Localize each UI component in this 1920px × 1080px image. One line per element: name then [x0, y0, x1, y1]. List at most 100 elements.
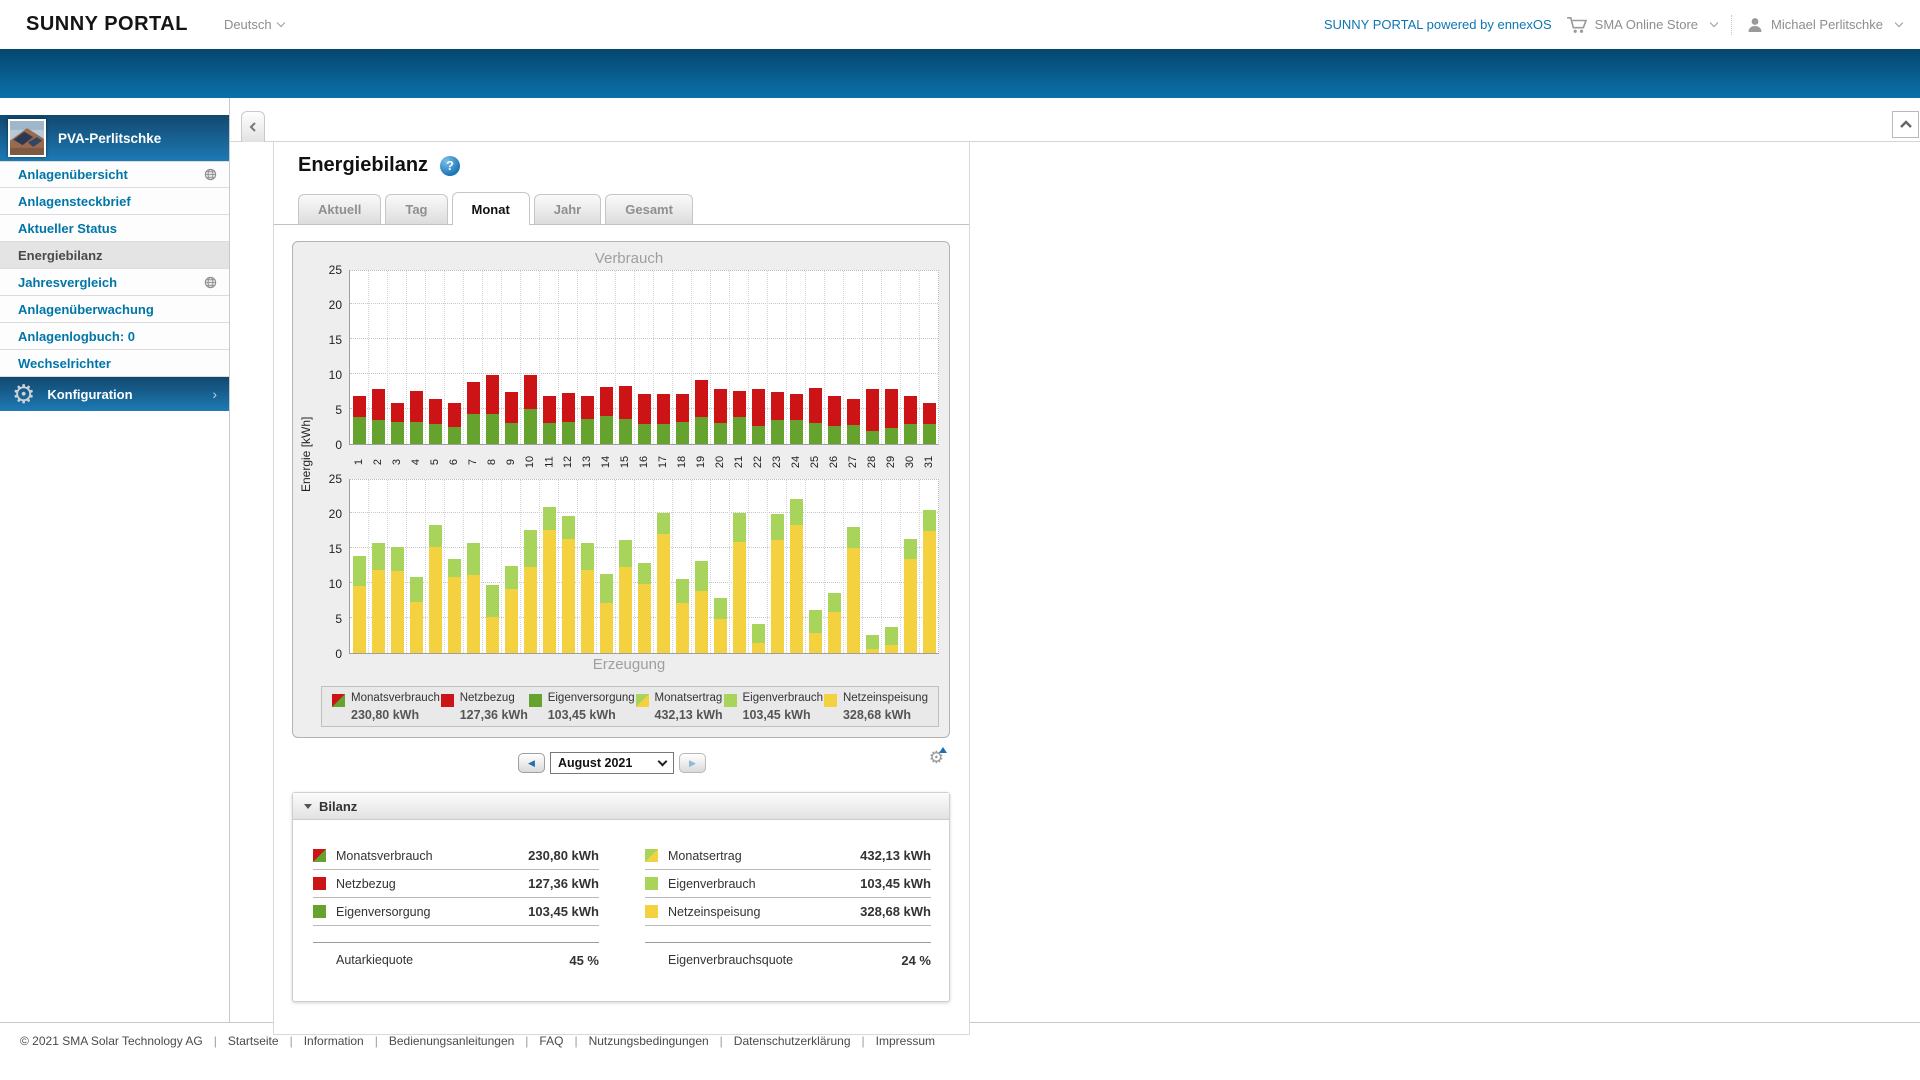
bar-slot — [900, 480, 919, 653]
bar-segment-netzeinspeisung — [428, 546, 442, 653]
x-tick: 13 — [581, 455, 594, 469]
bar-segment-netzbezug — [884, 388, 898, 428]
footer-link-startseite[interactable]: Startseite — [227, 1034, 279, 1048]
bar-day-20 — [713, 597, 727, 653]
bar-day-9 — [504, 565, 518, 653]
bar-slot — [691, 480, 710, 653]
footer-link-faq[interactable]: FAQ — [539, 1034, 564, 1048]
sidebar-item-anlagenlogbuch-0[interactable]: Anlagenlogbuch: 0 — [0, 323, 229, 350]
footer-link-information[interactable]: Information — [303, 1034, 364, 1048]
bar-day-2 — [371, 543, 385, 653]
sidebar-item-konfiguration[interactable]: ⚙ Konfiguration › — [0, 377, 229, 411]
sidebar-item-anlagenübersicht[interactable]: Anlagenübersicht — [0, 161, 229, 188]
user-menu[interactable]: Michael Perlitschke — [1746, 16, 1904, 34]
chart-verbrauch: Verbrauch 0 5 10 15 20 25 — [319, 248, 939, 451]
sidebar-item-jahresvergleich[interactable]: Jahresvergleich — [0, 269, 229, 296]
x-slot: 9 — [502, 445, 521, 479]
collapse-triangle-icon — [304, 803, 312, 809]
y-tick: 5 — [335, 612, 342, 626]
y-axis-label: Energie [kWh] — [299, 416, 313, 492]
gridline — [350, 512, 938, 513]
bar-segment-eigenversorgung — [732, 416, 746, 444]
gridline — [350, 373, 938, 374]
plot-area-verbrauch — [349, 270, 939, 445]
legend-text: Eigenverbrauch 103,45 kWh — [743, 692, 824, 722]
x-tick: 23 — [771, 455, 784, 469]
bar-day-5 — [428, 524, 442, 653]
bar-segment-netzeinspeisung — [713, 619, 727, 653]
footer-separator: | — [289, 1034, 293, 1048]
bar-slot — [387, 480, 406, 653]
x-slot: 6 — [445, 445, 464, 479]
bar-segment-netzeinspeisung — [504, 588, 518, 653]
sidebar-item-wechselrichter[interactable]: Wechselrichter — [0, 350, 229, 377]
bar-day-10 — [523, 374, 537, 444]
bar-segment-eigenversorgung — [827, 425, 841, 444]
tab-jahr[interactable]: Jahr — [533, 194, 602, 224]
legend-value: 328,68 kWh — [842, 708, 912, 722]
tab-tag[interactable]: Tag — [385, 194, 448, 224]
sidebar-item-anlagensteckbrief[interactable]: Anlagensteckbrief — [0, 188, 229, 215]
bar-segment-eigenversorgung — [485, 413, 499, 444]
bar-segment-eigenversorgung — [466, 413, 480, 444]
bar-day-28 — [865, 388, 879, 444]
bar-segment-eigenverbrauch — [846, 527, 860, 548]
bar-slot — [350, 480, 368, 653]
bar-segment-eigenversorgung — [922, 424, 936, 444]
y-tick: 20 — [328, 507, 342, 521]
sidebar-item-energiebilanz[interactable]: Energiebilanz — [0, 242, 229, 269]
bar-segment-netzeinspeisung — [390, 571, 404, 653]
plant-header[interactable]: PVA-Perlitschke — [0, 115, 229, 161]
tab-monat[interactable]: Monat — [451, 192, 530, 225]
x-tick: 17 — [657, 455, 670, 469]
bar-slot — [558, 271, 577, 444]
sidebar-item-anlagenüberwachung[interactable]: Anlagenüberwachung — [0, 296, 229, 323]
bar-segment-eigenverbrauch — [618, 539, 632, 567]
month-select[interactable]: August 2021 — [550, 752, 674, 774]
bar-day-20 — [713, 389, 727, 444]
bar-day-18 — [675, 578, 689, 653]
bar-slot — [729, 480, 748, 653]
footer-link-datenschutzerklärung[interactable]: Datenschutzerklärung — [733, 1034, 851, 1048]
bar-day-1 — [352, 555, 366, 653]
x-slot: 10 — [521, 445, 540, 479]
tab-aktuell[interactable]: Aktuell — [298, 194, 382, 224]
powered-by-link[interactable]: SUNNY PORTAL powered by ennexOS — [1323, 17, 1552, 32]
footer-link-impressum[interactable]: Impressum — [875, 1034, 935, 1048]
sidebar-item-aktueller-status[interactable]: Aktueller Status — [0, 215, 229, 242]
bar-slot — [672, 271, 691, 444]
bar-segment-eigenversorgung — [504, 423, 518, 444]
bar-segment-eigenversorgung — [618, 418, 632, 444]
bar-day-18 — [675, 394, 689, 444]
tab-gesamt[interactable]: Gesamt — [605, 194, 693, 224]
scroll-top-button[interactable] — [1892, 111, 1919, 138]
bilanz-quote-row: Autarkiequote 45 % — [313, 943, 599, 977]
footer-link-bedienungsanleitungen[interactable]: Bedienungsanleitungen — [388, 1034, 515, 1048]
y-tick: 25 — [328, 263, 342, 277]
quote-label: Autarkiequote — [336, 953, 414, 967]
footer-link-nutzungsbedingungen[interactable]: Nutzungsbedingungen — [588, 1034, 709, 1048]
bar-day-23 — [770, 513, 784, 653]
collapse-sidebar-button[interactable] — [241, 111, 265, 142]
bar-slot — [350, 271, 368, 444]
bar-slot — [368, 480, 387, 653]
bar-slot — [463, 271, 482, 444]
gridline — [350, 547, 938, 548]
previous-month-button[interactable]: ◀ — [518, 753, 545, 773]
bar-slot — [786, 480, 805, 653]
online-store-menu[interactable]: SMA Online Store — [1566, 16, 1719, 34]
chart-legend: Monatsverbrauch 230,80 kWh Netzbezug 127,36… — [321, 686, 939, 727]
bar-day-26 — [827, 396, 841, 444]
legend-label: Monatsertrag — [654, 692, 723, 704]
bar-slot — [577, 480, 596, 653]
chevron-down-icon — [276, 18, 285, 28]
language-select[interactable]: Deutsch — [224, 17, 285, 32]
header-band — [0, 49, 1920, 98]
help-icon[interactable]: ? — [440, 155, 461, 176]
chart-settings-button[interactable]: ⚙ — [929, 747, 947, 768]
bilanz-header[interactable]: Bilanz — [293, 793, 949, 820]
next-month-button[interactable]: ▶ — [679, 753, 706, 773]
bar-slot — [843, 480, 862, 653]
bar-segment-netzeinspeisung — [466, 574, 480, 653]
chevron-down-icon — [657, 756, 668, 766]
